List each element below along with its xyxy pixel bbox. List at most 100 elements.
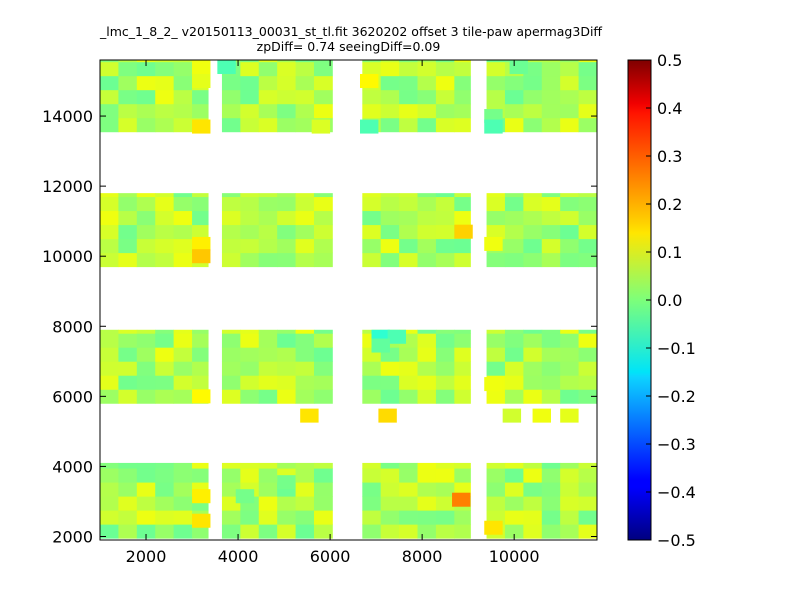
heatmap-cell [486, 468, 506, 483]
heatmap-cell [155, 196, 175, 212]
heatmap-cell [155, 524, 175, 539]
heatmap-cell [313, 89, 333, 105]
heatmap-cell [399, 75, 418, 91]
heatmap-cell [118, 510, 138, 525]
heatmap-cell [136, 210, 156, 226]
heatmap-cell-notable [502, 408, 522, 423]
heatmap-cell [313, 496, 333, 511]
heatmap-cell [118, 252, 138, 268]
heatmap-cell-notable [360, 74, 379, 89]
heatmap-cell [454, 210, 471, 226]
heatmap-cell [221, 224, 241, 240]
heatmap-cell [155, 117, 175, 133]
heatmap-cell [295, 361, 315, 376]
heatmap-cell [523, 196, 543, 212]
heatmap-cell [454, 61, 471, 77]
heatmap-cell [173, 61, 193, 77]
heatmap-cell [295, 329, 315, 334]
heatmap-cell [240, 61, 260, 77]
heatmap-cell [560, 347, 579, 362]
heatmap-cell [155, 252, 175, 268]
heatmap-cell [541, 103, 561, 119]
colorbar: 0.5 0.4 0.3 0.2 0.1 0.0 −0.1 −0.2 −0.3 −0.4 −0.5 [627, 51, 696, 550]
heatmap-cell [399, 117, 418, 133]
heatmap-cell [258, 468, 278, 483]
heatmap-cell [417, 524, 437, 539]
heatmap-cell [362, 510, 382, 525]
heatmap-cell [362, 238, 382, 254]
heatmap-cell [486, 333, 506, 348]
heatmap-cell [258, 462, 278, 469]
heatmap-cell [399, 482, 418, 497]
heatmap-cell [240, 252, 260, 268]
heatmap-cell [578, 482, 598, 497]
heatmap-cell [486, 329, 506, 334]
heatmap-cell [100, 482, 119, 497]
heatmap-cell [362, 462, 382, 469]
heatmap-cell-notable [192, 513, 211, 528]
plot-frame [99, 59, 598, 541]
heatmap-cell [399, 193, 418, 198]
heatmap-cell [417, 117, 437, 133]
heatmap-cell [100, 196, 119, 212]
heatmap-cell [541, 60, 561, 63]
heatmap-cell [118, 117, 138, 133]
heatmap-cell [221, 462, 241, 469]
heatmap-cell [417, 375, 437, 390]
heatmap-cell [578, 117, 598, 133]
heatmap-cell [380, 60, 400, 63]
heatmap-cell [362, 224, 382, 240]
heatmap-cell [417, 61, 437, 77]
heatmap-cell [435, 468, 455, 483]
heatmap-cell [221, 210, 241, 226]
heatmap-cell [136, 61, 156, 77]
heatmap-cell [578, 75, 598, 91]
heatmap-cell [578, 103, 598, 119]
heatmap-cell [417, 482, 437, 497]
heatmap-cell [541, 117, 561, 133]
heatmap-cell [541, 329, 561, 334]
heatmap-cell-notable [192, 249, 211, 264]
heatmap-cell [295, 117, 315, 133]
heatmap-cell [399, 238, 418, 254]
heatmap-cell [417, 252, 437, 268]
heatmap-cell [380, 238, 400, 254]
heatmap-cell [118, 75, 138, 91]
heatmap-cell [399, 224, 418, 240]
heatmap-cell [155, 193, 175, 198]
heatmap-cell [523, 329, 543, 334]
heatmap-cell-notable [371, 338, 390, 353]
heatmap-cell [523, 60, 543, 63]
heatmap-cell [173, 333, 193, 348]
heatmap-cell [277, 329, 296, 334]
heatmap-cell [560, 496, 579, 511]
heatmap-cell [295, 462, 315, 469]
heatmap-cell [578, 468, 598, 483]
heatmap-cell [221, 117, 241, 133]
heatmap-cell [417, 347, 437, 362]
heatmap-cell [435, 252, 455, 268]
heatmap-cell [435, 361, 455, 376]
chart-title: _lmc_1_8_2_ v20150113_00031_st_tl.fit 36… [100, 24, 603, 39]
heatmap-cell [173, 89, 193, 105]
x-tick-label: 10000 [489, 547, 540, 566]
heatmap-cell [454, 103, 471, 119]
heatmap-cell [454, 389, 471, 404]
heatmap-cell [155, 510, 175, 525]
heatmap-cell [523, 210, 543, 226]
heatmap-cell [504, 524, 524, 539]
heatmap-cell [399, 89, 418, 105]
heatmap-cell [192, 89, 209, 105]
heatmap-cell-notable [300, 408, 319, 423]
heatmap-cell [380, 375, 400, 390]
heatmap-cell [399, 524, 418, 539]
heatmap-cell [523, 224, 543, 240]
heatmap-cell [136, 462, 156, 469]
heatmap-cell [277, 361, 296, 376]
heatmap-cell [258, 60, 278, 63]
heatmap-cell [118, 196, 138, 212]
colorbar-tick-label: 0.1 [657, 243, 682, 262]
heatmap-cell [523, 89, 543, 105]
heatmap-cell [399, 389, 418, 404]
heatmap-cell [173, 193, 193, 198]
